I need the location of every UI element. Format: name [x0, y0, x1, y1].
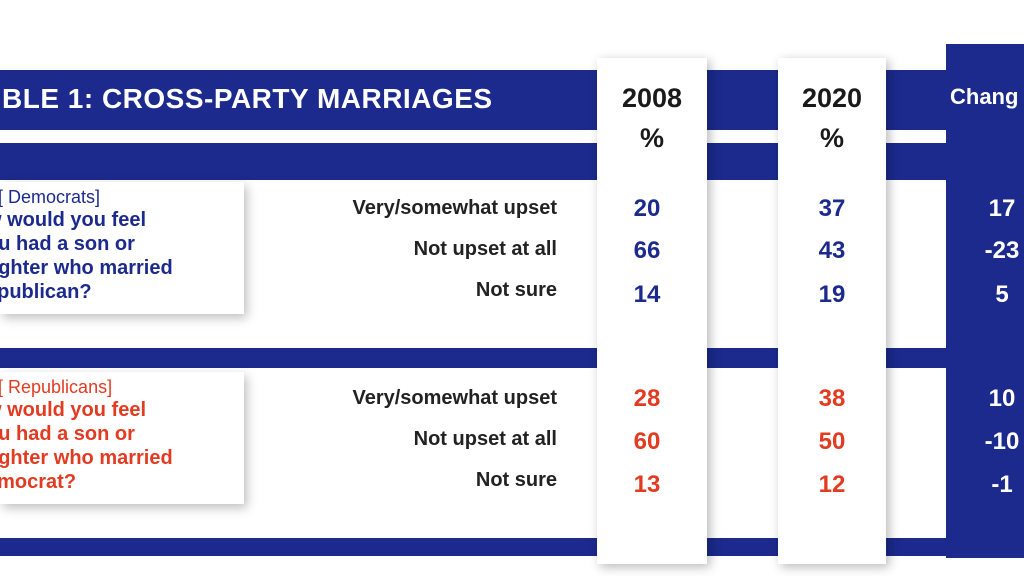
response-label: Very/somewhat upset: [352, 387, 557, 409]
group-label-republicans: [ Republicans]: [0, 377, 113, 397]
header-2020-unit: %: [819, 123, 844, 153]
question-line: emocrat?: [0, 471, 77, 493]
header-2020: 2020 %: [778, 78, 886, 158]
question-box-republicans: [ Republicans] w would you feel ou had a…: [0, 372, 244, 504]
response-label: Not upset at all: [413, 238, 557, 260]
header-2008: 2008 %: [597, 78, 707, 158]
header-2008-unit: %: [639, 123, 664, 153]
value-2020: 38: [818, 385, 846, 412]
value-change: -10: [984, 428, 1020, 455]
value-change: -23: [984, 237, 1020, 264]
value-2020: 43: [818, 237, 846, 264]
value-2008: 20: [633, 195, 661, 222]
question-line: ou had a son or: [0, 233, 135, 255]
table-title: BLE 1: CROSS-PARTY MARRIAGES: [2, 83, 493, 114]
question-line: w would you feel: [0, 209, 147, 231]
value-2008: 66: [633, 237, 661, 264]
value-2008: 60: [633, 428, 661, 455]
response-label: Not upset at all: [413, 428, 557, 450]
value-2008: 28: [633, 385, 661, 412]
value-2008: 14: [633, 281, 661, 308]
value-change: -1: [991, 471, 1013, 498]
question-line: ughter who married: [0, 257, 173, 279]
question-line: epublican?: [0, 281, 92, 303]
change-column: [946, 44, 1024, 558]
value-2020: 19: [818, 281, 846, 308]
header-2008-year: 2008: [621, 83, 683, 113]
response-label: Not sure: [475, 469, 557, 491]
header-2020-year: 2020: [801, 83, 863, 113]
question-line: ou had a son or: [0, 423, 135, 445]
value-2008: 13: [633, 471, 661, 498]
column-card-2020: [778, 58, 886, 564]
column-card-2008: [597, 58, 707, 564]
divider-band-3: [0, 538, 1024, 556]
value-change: 17: [988, 195, 1016, 222]
value-2020: 37: [818, 195, 846, 222]
value-2020: 12: [818, 471, 846, 498]
response-label: Not sure: [475, 279, 557, 301]
header-change: Chang: [950, 84, 1019, 109]
group-label-democrats: [ Democrats]: [0, 187, 101, 207]
question-line: w would you feel: [0, 399, 147, 421]
question-line: ughter who married: [0, 447, 173, 469]
divider-band-2: [0, 348, 1024, 368]
question-box-democrats: [ Democrats] w would you feel ou had a s…: [0, 182, 244, 314]
value-change: 5: [995, 281, 1009, 308]
value-2020: 50: [818, 428, 846, 455]
value-change: 10: [988, 385, 1016, 412]
response-label: Very/somewhat upset: [352, 197, 557, 219]
